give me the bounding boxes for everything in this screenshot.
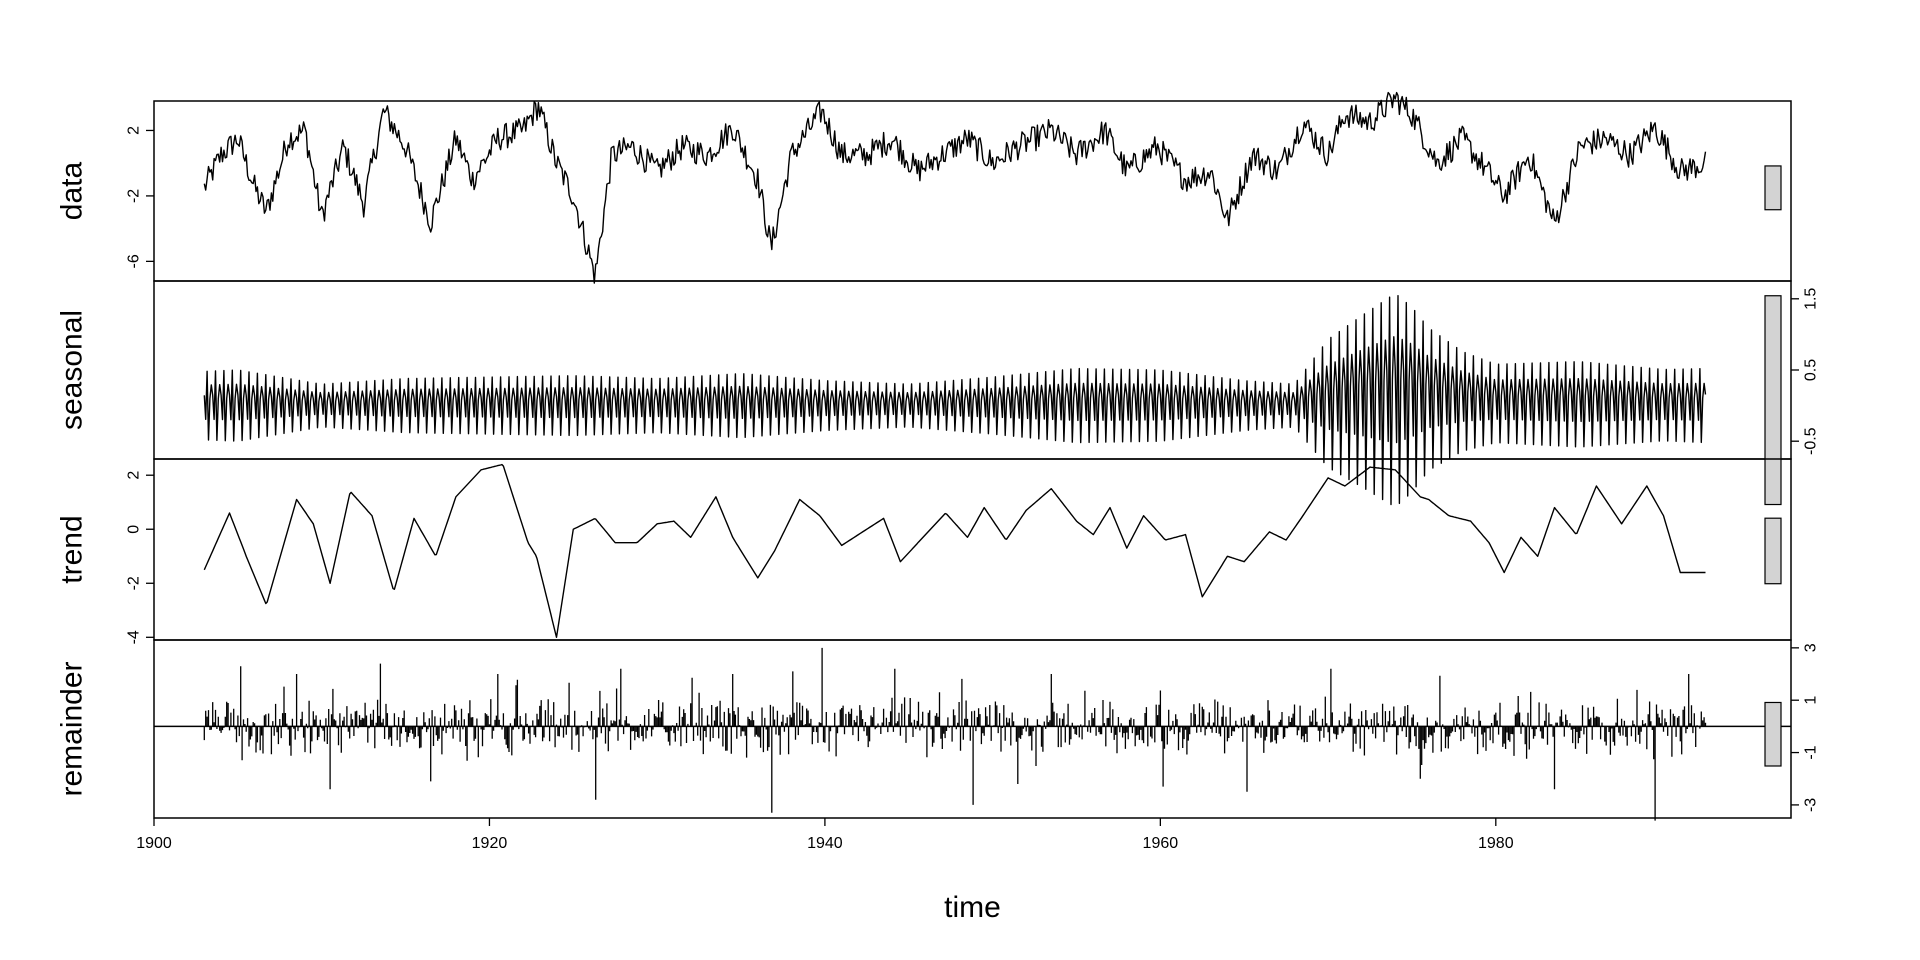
ytick-label-data: -6 [126, 254, 143, 268]
ytick-label-data: -2 [126, 189, 143, 203]
ytick-label-trend: 0 [126, 525, 143, 534]
panel-frame-data [153, 100, 1792, 282]
panel-remainder: -3 -1 1 3 remainder [56, 639, 1820, 821]
panel-label-remainder: remainder [56, 661, 89, 796]
range-bar-remainder [1764, 701, 1782, 767]
range-bar-trend [1764, 517, 1782, 585]
panel-frame-remainder [153, 639, 1792, 819]
x-axis: 1900 1920 1940 1960 1980 [136, 818, 1514, 852]
panel-label-trend: trend [56, 515, 89, 583]
data-series [203, 91, 1707, 284]
ytick-label-trend: 2 [126, 471, 143, 480]
panel-trend: -4 -2 0 2 trend [56, 458, 1792, 644]
panel-frame-seasonal [153, 280, 1792, 460]
ytick-label-remainder: 1 [1803, 696, 1820, 705]
panels: -6 -2 2 data -0.5 0.5 1.5 seasonal -4 -2 0 2 trend -3… [56, 91, 1820, 821]
range-bar-data [1764, 165, 1782, 211]
xtick-label: 1920 [472, 835, 508, 852]
ytick-label-remainder: -3 [1803, 798, 1820, 812]
ytick-label-seasonal: 0.5 [1803, 359, 1820, 381]
ytick-label-data: 2 [126, 126, 143, 135]
seasonal-series [203, 295, 1707, 506]
xtick-label: 1900 [136, 835, 172, 852]
ytick-label-trend: -4 [126, 630, 143, 644]
remainder-series [203, 647, 1707, 821]
xtick-label: 1960 [1143, 835, 1179, 852]
range-bar-seasonal [1764, 295, 1782, 506]
ytick-label-remainder: 3 [1803, 643, 1820, 652]
panel-data: -6 -2 2 data [56, 91, 1792, 284]
trend-series [203, 463, 1706, 638]
ytick-label-seasonal: 1.5 [1803, 288, 1820, 310]
ytick-label-trend: -2 [126, 576, 143, 590]
x-axis-title: time [944, 891, 1001, 924]
panel-seasonal: -0.5 0.5 1.5 seasonal [56, 280, 1820, 506]
xtick-label: 1980 [1478, 835, 1514, 852]
panel-frame-trend [153, 458, 1792, 641]
ytick-label-seasonal: -0.5 [1803, 427, 1820, 455]
panel-label-data: data [56, 161, 89, 220]
xtick-label: 1940 [807, 835, 843, 852]
ytick-label-remainder: -1 [1803, 745, 1820, 759]
panel-label-seasonal: seasonal [56, 310, 89, 430]
